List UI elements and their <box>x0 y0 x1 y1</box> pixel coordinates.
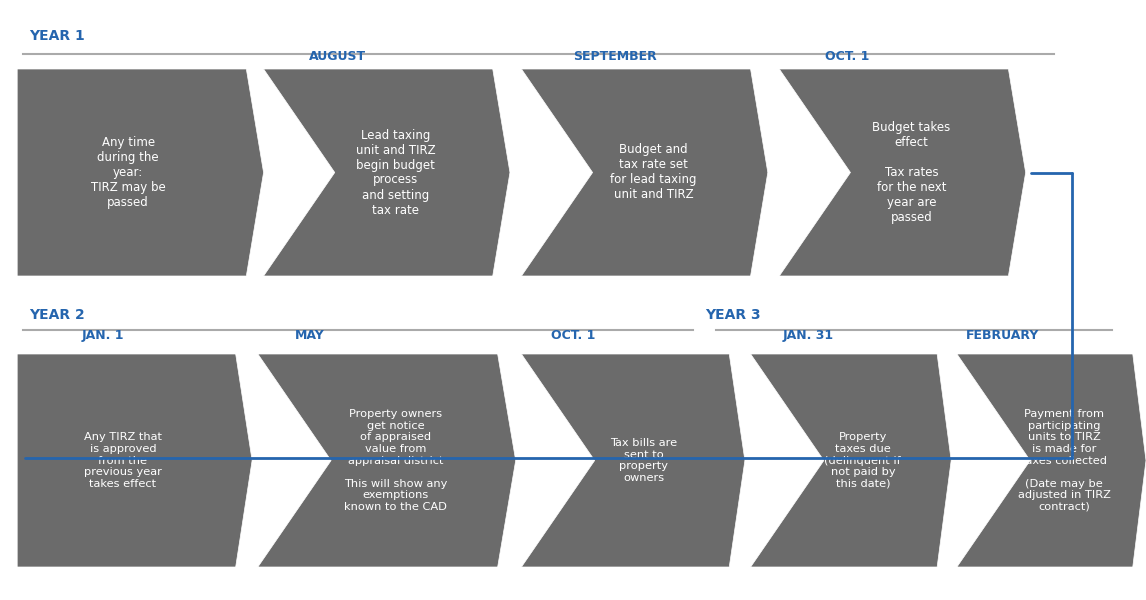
Text: Property
taxes due
(delinquent if
not paid by
this date): Property taxes due (delinquent if not pa… <box>824 432 901 488</box>
Text: JAN. 31: JAN. 31 <box>783 329 833 342</box>
Text: JAN. 1: JAN. 1 <box>81 329 125 342</box>
Text: YEAR 3: YEAR 3 <box>705 308 761 322</box>
Polygon shape <box>17 354 252 567</box>
Text: OCT. 1: OCT. 1 <box>825 50 870 63</box>
Text: Any time
during the
year:
TIRZ may be
passed: Any time during the year: TIRZ may be pa… <box>91 136 165 209</box>
Text: Budget takes
effect

Tax rates
for the next
year are
passed: Budget takes effect Tax rates for the ne… <box>872 121 951 224</box>
Polygon shape <box>17 69 264 276</box>
Polygon shape <box>258 354 516 567</box>
Text: Payment from
participating
units to TIRZ
is made for
taxes collected

(Date may : Payment from participating units to TIRZ… <box>1018 409 1110 512</box>
Polygon shape <box>779 69 1026 276</box>
Text: Tax bills are
sent to
property
owners: Tax bills are sent to property owners <box>611 438 677 483</box>
Polygon shape <box>521 354 745 567</box>
Polygon shape <box>264 69 510 276</box>
Text: YEAR 2: YEAR 2 <box>29 308 85 322</box>
Text: Lead taxing
unit and TIRZ
begin budget
process
and setting
tax rate: Lead taxing unit and TIRZ begin budget p… <box>356 128 435 217</box>
Text: MAY: MAY <box>295 329 324 342</box>
Text: Property owners
get notice
of appraised
value from
appraisal district

This will: Property owners get notice of appraised … <box>344 409 448 512</box>
Polygon shape <box>751 354 951 567</box>
Text: FEBRUARY: FEBRUARY <box>966 329 1039 342</box>
Polygon shape <box>521 69 768 276</box>
Text: Any TIRZ that
is approved
from the
previous year
takes effect: Any TIRZ that is approved from the previ… <box>84 432 162 488</box>
Polygon shape <box>957 354 1146 567</box>
Text: Budget and
tax rate set
for lead taxing
unit and TIRZ: Budget and tax rate set for lead taxing … <box>611 143 697 202</box>
Text: OCT. 1: OCT. 1 <box>551 329 595 342</box>
Text: AUGUST: AUGUST <box>309 50 367 63</box>
Text: YEAR 1: YEAR 1 <box>29 29 85 43</box>
Text: SEPTEMBER: SEPTEMBER <box>573 50 657 63</box>
